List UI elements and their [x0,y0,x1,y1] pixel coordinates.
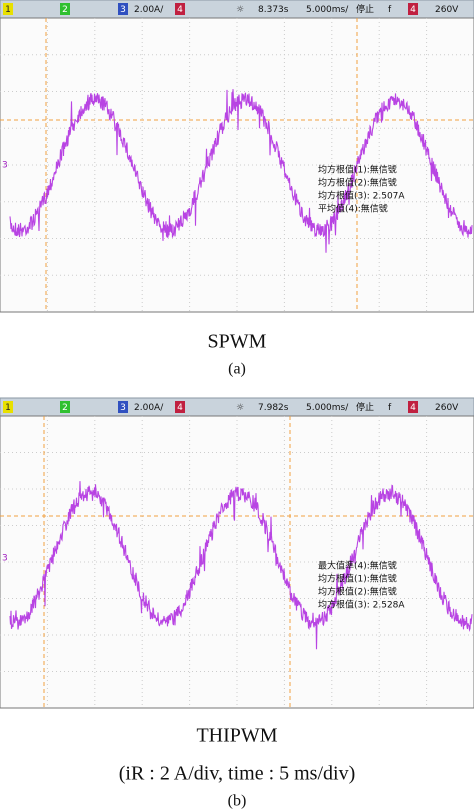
channel-label: 1 [5,403,11,413]
caption: SPWM [208,331,267,353]
channel-box [3,3,13,15]
toolbar-text: f [388,5,392,15]
toolbar-text: 5.000ms/ [306,5,349,15]
channel-label: 4 [177,403,183,413]
measurement: 均方根值(2):無信號 [318,586,397,598]
toolbar-text: 260V [435,5,459,15]
toolbar-text: 停止 [356,401,374,413]
channel-label: 3 [120,5,126,15]
measurement: 均方根值(2):無信號 [318,177,397,189]
channel-label: 4 [410,403,416,413]
channel-label: 4 [410,5,416,15]
sublabel: (a) [228,361,246,378]
sublabel: (b) [228,793,247,810]
caption: THIPWM [196,725,277,747]
scope-panel: 1 2 3 4 4 2.00A/7.982s 5.000ms/停止 f 260V ☼ 3 最大值準(4… [0,397,474,810]
channel-box [118,401,128,413]
measurement: 均方根值(3): 2.507A [318,190,405,202]
channel-box [118,3,128,15]
toolbar-text: 5.000ms/ [306,403,349,413]
run-icon: ☼ [236,403,244,413]
run-icon: ☼ [236,5,244,15]
channel-label: 2 [62,403,68,413]
channel-marker: 3 [2,554,8,564]
channel-box [60,3,70,15]
channel-label: 1 [5,5,11,15]
measurement: 平均值(4):無信號 [318,203,388,215]
channel-label: 3 [120,403,126,413]
waveform [9,481,473,650]
waveform [9,89,473,253]
channel-box [408,401,418,413]
channel-box [408,3,418,15]
channel-label: 4 [177,5,183,15]
channel-label: 2 [62,5,68,15]
toolbar-text: 2.00A/ [134,403,164,413]
toolbar-text: 260V [435,403,459,413]
channel-marker: 3 [2,161,8,171]
channel-box [60,401,70,413]
toolbar-text: 停止 [356,3,374,15]
measurement: 均方根值(3): 2.528A [318,599,405,611]
toolbar-text: 2.00A/ [134,5,164,15]
toolbar-text: f [388,403,392,413]
measurement: 最大值準(4):無信號 [318,560,397,572]
note: (iR : 2 A/div, time : 5 ms/div) [119,763,355,785]
measurement: 均方根值(1):無信號 [318,164,397,176]
toolbar-text: 8.373s [258,5,289,15]
channel-box [3,401,13,413]
scope-panel: 1 2 3 4 4 2.00A/8.373s 5.000ms/停止 f 260V ☼ 3 均方根值(1… [0,0,474,378]
measurement: 均方根值(1):無信號 [318,573,397,585]
toolbar-text: 7.982s [258,403,289,413]
channel-box [175,3,185,15]
channel-box [175,401,185,413]
